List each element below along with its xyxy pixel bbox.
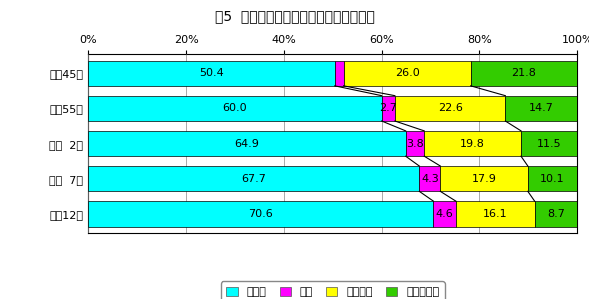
- Bar: [456, 201, 535, 227]
- Text: 22.6: 22.6: [438, 103, 462, 113]
- Text: 4.6: 4.6: [436, 209, 454, 219]
- Text: 26.0: 26.0: [395, 68, 419, 78]
- Bar: [406, 131, 424, 156]
- Bar: [528, 166, 577, 191]
- Text: 4.3: 4.3: [421, 174, 439, 184]
- Bar: [88, 60, 335, 86]
- Text: 70.6: 70.6: [249, 209, 273, 219]
- Bar: [424, 131, 521, 156]
- Text: 60.0: 60.0: [223, 103, 247, 113]
- Bar: [419, 166, 441, 191]
- Bar: [471, 60, 577, 86]
- Text: 17.9: 17.9: [472, 174, 497, 184]
- Legend: 雇用者, 役員, 自営業主, 家族従業者: 雇用者, 役員, 自営業主, 家族従業者: [221, 281, 445, 299]
- Text: 11.5: 11.5: [537, 138, 561, 149]
- Text: 図5  従業上の地位別従業者の割合の推移: 図5 従業上の地位別従業者の割合の推移: [214, 9, 375, 23]
- Bar: [441, 166, 528, 191]
- Bar: [521, 131, 577, 156]
- Text: 14.7: 14.7: [529, 103, 554, 113]
- Text: 16.1: 16.1: [483, 209, 508, 219]
- Text: 10.1: 10.1: [540, 174, 565, 184]
- Text: 8.7: 8.7: [547, 209, 565, 219]
- Bar: [88, 166, 419, 191]
- Bar: [343, 60, 471, 86]
- Text: 2.7: 2.7: [379, 103, 397, 113]
- Text: 3.8: 3.8: [406, 138, 424, 149]
- Text: 19.8: 19.8: [460, 138, 485, 149]
- Bar: [335, 60, 343, 86]
- Bar: [505, 96, 577, 121]
- Text: 67.7: 67.7: [241, 174, 266, 184]
- Bar: [382, 96, 395, 121]
- Bar: [88, 201, 434, 227]
- Bar: [535, 201, 577, 227]
- Bar: [395, 96, 505, 121]
- Bar: [88, 96, 382, 121]
- Text: 64.9: 64.9: [234, 138, 259, 149]
- Bar: [88, 131, 406, 156]
- Text: 50.4: 50.4: [199, 68, 224, 78]
- Bar: [434, 201, 456, 227]
- Text: 21.8: 21.8: [511, 68, 537, 78]
